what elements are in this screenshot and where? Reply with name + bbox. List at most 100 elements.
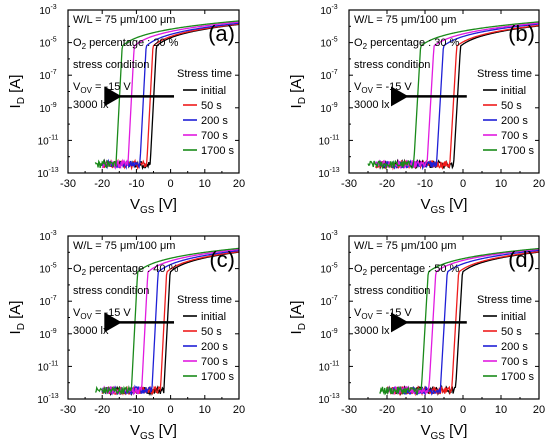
panel-label: (a) (208, 21, 235, 46)
x-tick-label: -10 (128, 178, 144, 190)
chart-panel-c: -30 -20 -10 0 10 20 10-3 10-5 10-7 10-9 10-11 10-13… (7, 230, 245, 442)
y-tick-label: 10-3 (320, 4, 337, 17)
y-axis-label: ID [A] (288, 75, 308, 109)
legend-label: 50 s (201, 100, 222, 112)
legend-label: initial (501, 311, 526, 323)
y-tick-label: 10-3 (39, 230, 56, 243)
x-tick-label: 10 (495, 404, 507, 416)
legend-label: 50 s (501, 100, 522, 112)
x-axis-label: VGS [V] (421, 196, 468, 216)
y-axis-label: ID [A] (7, 75, 27, 109)
x-tick-label: 0 (168, 178, 174, 190)
x-axis-label: VGS [V] (130, 422, 177, 442)
y-tick-label: 10-5 (320, 37, 337, 50)
series-line-50-s (101, 23, 239, 171)
legend-label: 700 s (201, 356, 228, 368)
x-tick-label: -20 (94, 404, 110, 416)
y-tick-label: 10-7 (39, 295, 56, 308)
y-tick-label: 10-3 (39, 4, 56, 17)
legend-label: initial (501, 85, 526, 97)
y-axis-label: ID [A] (288, 301, 308, 335)
y-tick-label: 10-9 (39, 328, 56, 341)
o2-annotation: O2 percentage : 20 % (73, 37, 179, 51)
legend-label: 50 s (201, 326, 222, 338)
legend-label: 200 s (501, 341, 528, 353)
legend-label: 700 s (201, 130, 228, 142)
illumination-annotation: 3000 lx (73, 99, 109, 111)
y-tick-label: 10-9 (320, 328, 337, 341)
series-line-700-s (101, 21, 239, 170)
x-tick-label: -20 (94, 178, 110, 190)
legend-label: 200 s (201, 341, 228, 353)
x-tick-label: -10 (128, 404, 144, 416)
x-tick-label: 0 (168, 404, 174, 416)
y-axis-label: ID [A] (7, 301, 27, 335)
legend-label: 700 s (501, 356, 528, 368)
legend-label: 1700 s (501, 371, 535, 383)
x-tick-label: 20 (533, 404, 545, 416)
legend-label: 1700 s (501, 145, 535, 157)
wl-annotation: W/L = 75 μm/100 μm (73, 14, 175, 26)
x-tick-label: -20 (379, 404, 395, 416)
x-tick-label: -10 (417, 178, 433, 190)
y-tick-label: 10-13 (37, 393, 58, 406)
vov-annotation: VOV = -15 V (73, 81, 131, 95)
x-tick-label: -20 (379, 178, 395, 190)
curves (367, 21, 539, 171)
stress-condition-annotation: stress condition (354, 59, 430, 71)
legend-title: Stress time (177, 294, 232, 306)
x-tick-label: -30 (60, 178, 76, 190)
legend-label: 200 s (501, 115, 528, 127)
y-tick-label: 10-11 (38, 360, 59, 373)
illumination-annotation: 3000 lx (354, 99, 390, 111)
chart-panel-d: -30 -20 -10 0 10 20 10-3 10-5 10-7 10-9 10-11 10-13… (288, 230, 545, 442)
chart-panel-b: -30 -20 -10 0 10 20 10-3 10-5 10-7 10-9 10-11 10-13… (288, 4, 545, 216)
y-tick-label: 10-7 (320, 295, 337, 308)
legend-label: 700 s (501, 130, 528, 142)
series-line-1700-s (94, 247, 239, 395)
panel-label: (c) (209, 247, 235, 272)
o2-annotation: O2 percentage : 50 % (354, 263, 460, 277)
x-tick-label: 10 (199, 178, 211, 190)
panel-label: (b) (508, 21, 535, 46)
panel-label: (d) (508, 247, 535, 272)
x-tick-label: 20 (233, 404, 245, 416)
legend-title: Stress time (477, 294, 532, 306)
y-tick-label: 10-9 (320, 102, 337, 115)
y-tick-label: 10-7 (320, 69, 337, 82)
curves (94, 247, 239, 397)
chart-panel-a: -30 -20 -10 0 10 20 10-3 10-5 10-7 10-9 10-11 10-13… (7, 4, 245, 216)
x-tick-label: 0 (460, 178, 466, 190)
wl-annotation: W/L = 75 μm/100 μm (354, 14, 456, 26)
wl-annotation: W/L = 75 μm/100 μm (354, 240, 456, 252)
y-tick-label: 10-5 (320, 263, 337, 276)
vov-annotation: VOV = -15 V (354, 81, 412, 95)
y-tick-label: 10-5 (39, 37, 56, 50)
x-tick-label: 20 (233, 178, 245, 190)
vov-annotation: VOV = -15 V (73, 307, 131, 321)
stress-condition-annotation: stress condition (73, 285, 149, 297)
stress-condition-annotation: stress condition (354, 285, 430, 297)
series-line-1700-s (379, 247, 539, 396)
y-tick-label: 10-9 (39, 102, 56, 115)
x-tick-label: -30 (60, 404, 76, 416)
y-tick-label: 10-11 (319, 360, 340, 373)
series-line-1700-s (367, 21, 539, 170)
wl-annotation: W/L = 75 μm/100 μm (73, 240, 175, 252)
legend-title: Stress time (177, 68, 232, 80)
x-tick-label: 10 (495, 178, 507, 190)
legend-title: Stress time (477, 68, 532, 80)
x-tick-label: -10 (417, 404, 433, 416)
x-tick-label: 0 (460, 404, 466, 416)
legend-label: 200 s (201, 115, 228, 127)
legend-label: 50 s (501, 326, 522, 338)
x-tick-label: 20 (533, 178, 545, 190)
y-tick-label: 10-7 (39, 69, 56, 82)
y-tick-label: 10-11 (38, 134, 59, 147)
curves (379, 247, 539, 397)
stress-condition-annotation: stress condition (73, 59, 149, 71)
y-tick-label: 10-3 (320, 230, 337, 243)
x-axis-label: VGS [V] (421, 422, 468, 442)
y-tick-label: 10-13 (318, 167, 339, 180)
